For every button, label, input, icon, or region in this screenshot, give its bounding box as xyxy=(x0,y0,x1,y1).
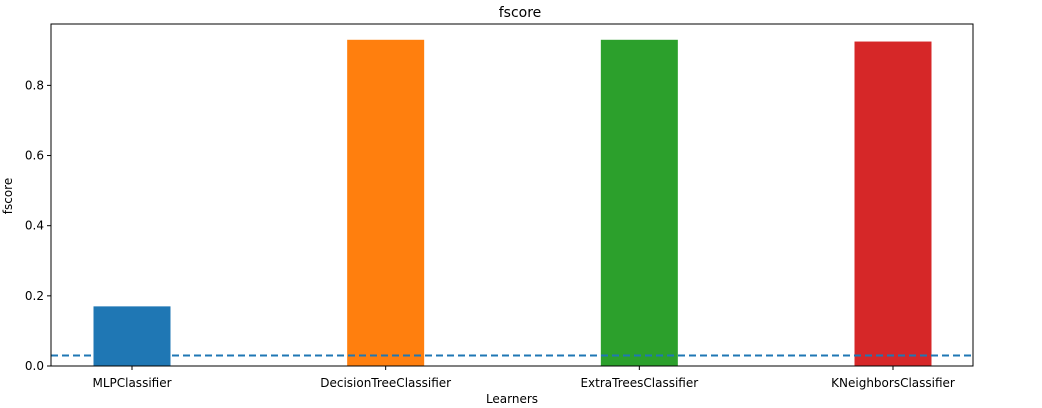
y-tick-label: 0.0 xyxy=(25,359,44,373)
bar-KNeighborsClassifier xyxy=(854,41,932,367)
y-tick-label: 0.8 xyxy=(25,78,44,92)
bars-group xyxy=(93,39,932,367)
chart-title: fscore xyxy=(499,5,542,21)
x-axis-label: Learners xyxy=(486,392,538,404)
plot-area-frame xyxy=(50,23,974,367)
x-tick-label: MLPClassifier xyxy=(92,376,171,390)
x-tick-label: KNeighborsClassifier xyxy=(831,376,955,390)
bar-MLPClassifier xyxy=(93,306,171,366)
y-axis-label: fscore xyxy=(1,178,15,214)
bar-ExtraTreesClassifier xyxy=(600,39,678,367)
bar-DecisionTreeClassifier xyxy=(347,39,425,367)
x-tick-label: ExtraTreesClassifier xyxy=(580,376,698,390)
y-axis-ticks: 0.0 0.2 0.4 0.6 0.8 xyxy=(25,78,51,373)
y-tick-label: 0.2 xyxy=(25,289,44,303)
x-axis-ticks: MLPClassifier DecisionTreeClassifier Extra… xyxy=(92,366,955,390)
x-tick-label: DecisionTreeClassifier xyxy=(320,376,451,390)
y-tick-label: 0.4 xyxy=(25,219,44,233)
y-tick-label: 0.6 xyxy=(25,149,44,163)
